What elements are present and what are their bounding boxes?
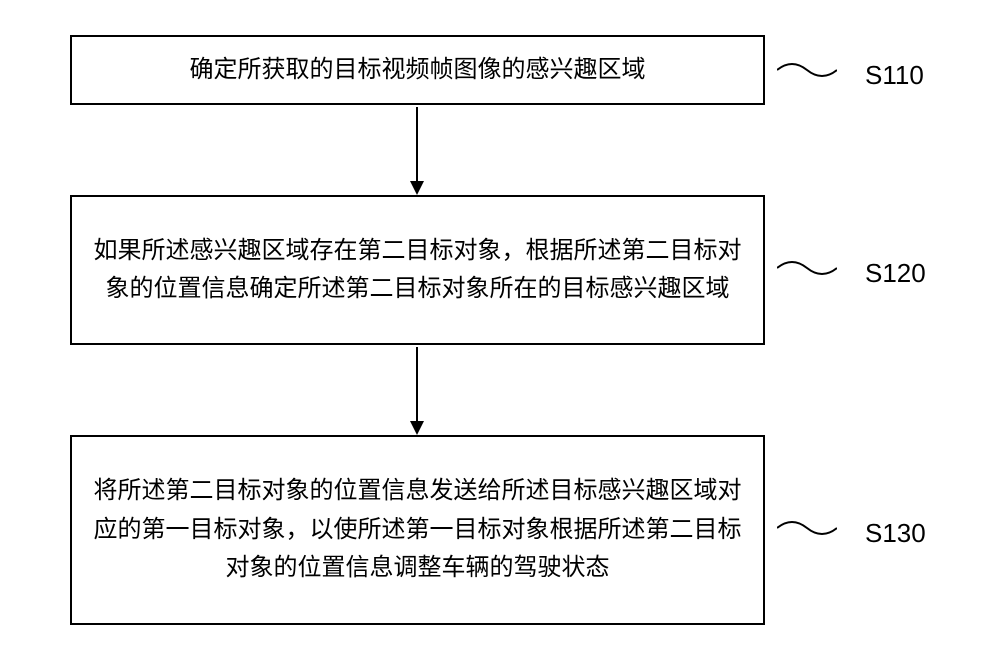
connector-tilde-3	[777, 518, 837, 538]
arrow-1	[407, 107, 427, 195]
node-1-text: 确定所获取的目标视频帧图像的感兴趣区域	[92, 51, 743, 89]
connector-tilde-1	[777, 60, 837, 80]
connector-tilde-2	[777, 258, 837, 278]
flowchart-node-1: 确定所获取的目标视频帧图像的感兴趣区域	[70, 35, 765, 105]
node-1-label: S110	[865, 60, 924, 91]
flowchart-node-3: 将所述第二目标对象的位置信息发送给所述目标感兴趣区域对应的第一目标对象，以使所述…	[70, 435, 765, 625]
node-2-text: 如果所述感兴趣区域存在第二目标对象，根据所述第二目标对象的位置信息确定所述第二目…	[92, 232, 743, 309]
arrow-2	[407, 347, 427, 435]
node-2-label: S120	[865, 258, 926, 289]
node-3-text: 将所述第二目标对象的位置信息发送给所述目标感兴趣区域对应的第一目标对象，以使所述…	[92, 472, 743, 587]
flowchart-node-2: 如果所述感兴趣区域存在第二目标对象，根据所述第二目标对象的位置信息确定所述第二目…	[70, 195, 765, 345]
node-3-label: S130	[865, 518, 926, 549]
